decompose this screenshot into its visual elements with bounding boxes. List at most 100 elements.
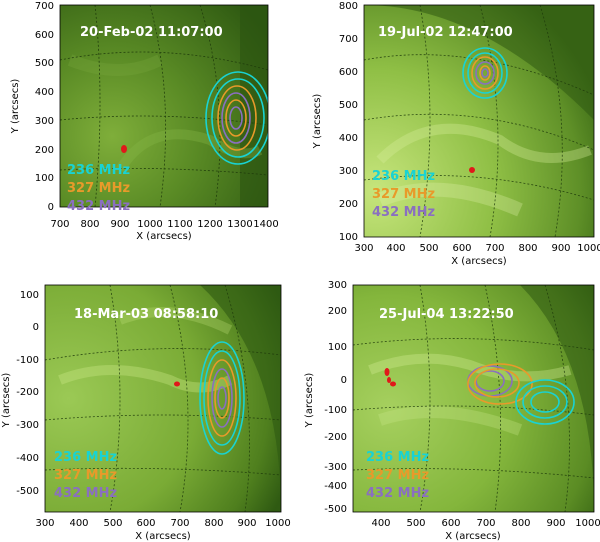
panel-3-legend-432: 432 MHz xyxy=(54,486,117,501)
y-tick: 400 xyxy=(35,87,54,98)
panel-2-flare-marker xyxy=(469,167,475,173)
panel-4-legend-327: 327 MHz xyxy=(366,468,429,483)
y-tick: -500 xyxy=(16,486,39,497)
x-tick: 1100 xyxy=(167,219,192,230)
x-tick: 600 xyxy=(452,243,471,254)
panel-3: 18-Mar-03 08:58:10 236 MHz 327 MHz 432 M… xyxy=(1,284,291,542)
panel-4-xlabel: X (arcsecs) xyxy=(445,531,501,542)
y-tick: 700 xyxy=(35,1,54,12)
x-tick: 400 xyxy=(371,518,390,529)
y-tick: 100 xyxy=(339,232,358,243)
x-tick: 900 xyxy=(237,518,256,529)
panel-1-contours xyxy=(205,71,268,165)
panel-3-contours xyxy=(199,341,245,455)
y-tick: 200 xyxy=(328,306,347,317)
panel-1-yticks: 0 100 200 300 400 500 600 700 xyxy=(35,1,54,213)
y-tick: 100 xyxy=(35,173,54,184)
x-tick: 600 xyxy=(441,518,460,529)
panel-2-xlabel: X (arcsecs) xyxy=(451,256,507,267)
panel-2-legend-432: 432 MHz xyxy=(372,205,435,220)
x-tick: 500 xyxy=(406,518,425,529)
x-tick: 400 xyxy=(69,518,88,529)
y-tick: -500 xyxy=(324,504,347,515)
y-tick: 700 xyxy=(339,34,358,45)
panel-4-contours xyxy=(467,363,575,425)
x-tick: 1000 xyxy=(265,518,290,529)
panel-3-xticks: 300 400 500 600 700 800 900 1000 xyxy=(35,518,290,529)
panel-3-ylabel: Y (arcsecs) xyxy=(1,373,12,429)
panel-1-xticks: 700 800 900 1000 1100 1200 1300 1400 xyxy=(50,219,278,230)
x-tick: 400 xyxy=(386,243,405,254)
x-tick: 1000 xyxy=(575,518,600,529)
x-tick: 1200 xyxy=(197,219,222,230)
panel-1: 20-Feb-02 11:07:00 236 MHz 327 MHz 432 M… xyxy=(10,1,279,242)
x-tick: 500 xyxy=(103,518,122,529)
y-tick: 0 xyxy=(341,375,347,386)
y-tick: -200 xyxy=(324,432,347,443)
panel-4-ylabel: Y (arcsecs) xyxy=(304,373,315,429)
y-tick: 400 xyxy=(339,133,358,144)
y-tick: 500 xyxy=(339,100,358,111)
panel-2-legend-236: 236 MHz xyxy=(372,169,435,184)
panel-2-contours xyxy=(462,47,508,99)
panel-1-legend-432: 432 MHz xyxy=(67,199,130,214)
panel-1-flare-marker xyxy=(121,145,127,153)
y-tick: 200 xyxy=(339,199,358,210)
y-tick: -200 xyxy=(16,387,39,398)
y-tick: -300 xyxy=(16,420,39,431)
panel-3-yticks: 100 0 -100 -200 -300 -400 -500 xyxy=(16,290,39,497)
panel-1-xlabel: X (arcsecs) xyxy=(136,231,192,242)
panel-3-flare-marker xyxy=(174,381,180,387)
y-tick: -100 xyxy=(16,355,39,366)
panel-3-image xyxy=(45,285,281,512)
panel-2-legend-327: 327 MHz xyxy=(372,187,435,202)
x-tick: 700 xyxy=(170,518,189,529)
x-tick: 800 xyxy=(80,219,99,230)
panel-3-title: 18-Mar-03 08:58:10 xyxy=(74,307,218,322)
x-tick: 1000 xyxy=(137,219,162,230)
y-tick: 0 xyxy=(33,322,39,333)
panel-4-legend-236: 236 MHz xyxy=(366,450,429,465)
panel-3-xlabel: X (arcsecs) xyxy=(135,531,191,542)
y-tick: 500 xyxy=(35,58,54,69)
x-tick: 900 xyxy=(551,243,570,254)
panel-4-yticks: 300 200 100 0 -100 -200 -300 -400 -500 xyxy=(324,280,347,515)
x-tick: 800 xyxy=(511,518,530,529)
panel-1-ylabel: Y (arcsecs) xyxy=(10,79,21,135)
x-tick: 700 xyxy=(50,219,69,230)
panel-2-ylabel: Y (arcsecs) xyxy=(312,94,323,150)
y-tick: 300 xyxy=(328,280,347,291)
y-tick: 600 xyxy=(35,30,54,41)
panel-4-title: 25-Jul-04 13:22:50 xyxy=(379,307,514,322)
panel-4-legend-432: 432 MHz xyxy=(366,486,429,501)
panel-1-image xyxy=(60,5,268,207)
x-tick: 1000 xyxy=(577,243,600,254)
y-tick: 800 xyxy=(339,1,358,12)
panel-1-legend-327: 327 MHz xyxy=(67,181,130,196)
x-tick: 600 xyxy=(136,518,155,529)
panel-2-image xyxy=(364,5,594,237)
panel-3-legend-236: 236 MHz xyxy=(54,450,117,465)
panel-4-image xyxy=(353,285,594,512)
x-tick: 700 xyxy=(476,518,495,529)
x-tick: 900 xyxy=(110,219,129,230)
y-tick: -100 xyxy=(324,405,347,416)
y-tick: -400 xyxy=(16,453,39,464)
x-tick: 700 xyxy=(485,243,504,254)
x-tick: 800 xyxy=(518,243,537,254)
x-tick: 900 xyxy=(546,518,565,529)
panel-2: 19-Jul-02 12:47:00 236 MHz 327 MHz 432 M… xyxy=(312,1,600,267)
y-tick: 0 xyxy=(48,202,54,213)
y-tick: 300 xyxy=(339,166,358,177)
y-tick: 200 xyxy=(35,145,54,156)
panel-1-title: 20-Feb-02 11:07:00 xyxy=(80,25,223,40)
y-tick: 300 xyxy=(35,116,54,127)
panel-3-legend-327: 327 MHz xyxy=(54,468,117,483)
panel-4-xticks: 400 500 600 700 800 900 1000 xyxy=(371,518,600,529)
x-tick: 800 xyxy=(204,518,223,529)
y-tick: -400 xyxy=(324,481,347,492)
x-tick: 300 xyxy=(354,243,373,254)
x-tick: 1300 xyxy=(227,219,252,230)
panel-2-xticks: 300 400 500 600 700 800 900 1000 xyxy=(354,243,600,254)
